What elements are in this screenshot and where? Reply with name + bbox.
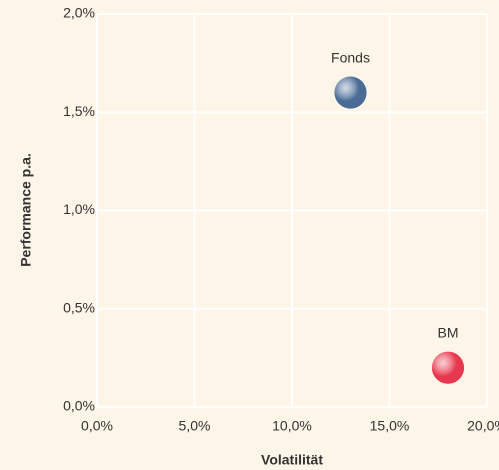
x-tick-label: 15,0% [370, 418, 410, 434]
x-tick-label: 5,0% [179, 418, 211, 434]
point-shine [432, 351, 464, 384]
y-tick-label: 0,0% [63, 398, 95, 414]
point-shine [334, 76, 367, 109]
y-tick-label: 1,5% [63, 103, 95, 119]
x-tick-label: 10,0% [272, 418, 312, 434]
point-label: BM [438, 324, 459, 340]
y-tick-label: 2,0% [63, 5, 95, 21]
point-label: Fonds [331, 49, 370, 65]
y-axis-title: Performance p.a. [18, 153, 34, 267]
x-axis-title: Volatilität [261, 452, 323, 468]
y-tick-label: 0,5% [63, 299, 95, 315]
x-tick-label: 0,0% [81, 418, 113, 434]
y-tick-label: 1,0% [63, 201, 95, 217]
x-tick-label: 20,0% [467, 418, 499, 434]
